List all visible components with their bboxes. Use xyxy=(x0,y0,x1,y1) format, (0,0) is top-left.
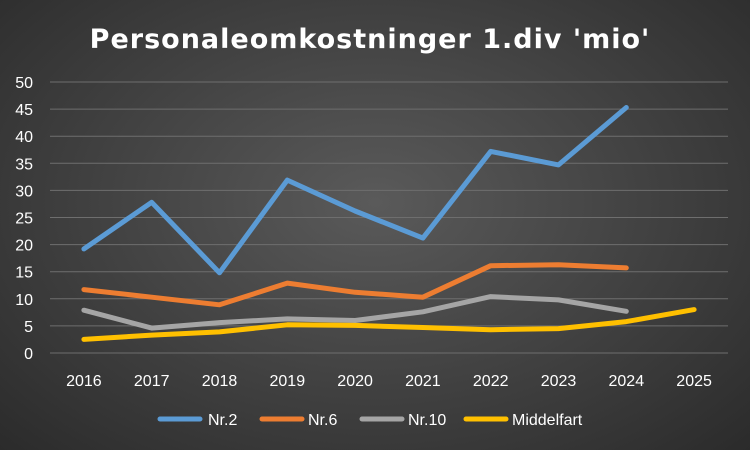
data-point-nr-10-2018 xyxy=(218,321,221,325)
y-tick-label: 5 xyxy=(24,319,33,336)
data-point-nr-2-2020 xyxy=(353,209,357,213)
legend: Nr.2 Nr.6 Nr.10 Middelfart xyxy=(157,412,583,429)
data-point-nr-10-2021 xyxy=(421,310,425,314)
data-point-nr-2-2023 xyxy=(557,163,560,167)
legend-label: Middelfart xyxy=(512,412,583,429)
data-point-middelfart-2020 xyxy=(353,323,357,327)
data-point-middelfart-2024 xyxy=(624,320,628,324)
y-tick-label: 45 xyxy=(15,102,33,119)
legend-item: Nr.2 xyxy=(157,412,237,429)
data-point-middelfart-2018 xyxy=(218,330,221,334)
data-point-nr-10-2024 xyxy=(624,309,628,313)
data-point-nr-6-2020 xyxy=(353,290,357,294)
data-point-nr-2-2018 xyxy=(218,271,221,275)
data-point-nr-2-2024 xyxy=(624,105,628,109)
data-point-nr-2-2021 xyxy=(421,236,425,240)
series-lines xyxy=(81,105,697,342)
data-point-nr-6-2016 xyxy=(82,288,86,292)
legend-label: Nr.2 xyxy=(208,412,237,429)
y-tick-label: 30 xyxy=(15,183,33,200)
legend-item: Middelfart xyxy=(463,412,583,429)
data-point-nr-10-2016 xyxy=(82,308,86,312)
data-point-nr-10-2019 xyxy=(285,317,289,321)
data-point-nr-6-2019 xyxy=(285,281,289,285)
y-tick-label: 0 xyxy=(24,346,33,363)
y-tick-label: 10 xyxy=(15,292,33,309)
legend-label: Nr.6 xyxy=(308,412,337,429)
x-tick-label: 2016 xyxy=(66,373,102,390)
y-axis-ticks: 0 5 10 15 20 25 30 35 40 45 50 xyxy=(15,75,33,363)
y-tick-label: 15 xyxy=(15,265,33,282)
y-tick-label: 50 xyxy=(15,75,33,92)
data-point-nr-10-2017 xyxy=(150,326,154,330)
data-point-nr-6-2024 xyxy=(624,266,628,270)
data-point-nr-2-2016 xyxy=(82,247,86,251)
data-point-middelfart-2025 xyxy=(692,308,696,312)
data-point-nr-6-2023 xyxy=(557,263,560,267)
data-point-nr-10-2020 xyxy=(353,318,357,322)
x-tick-label: 2021 xyxy=(405,373,441,390)
x-tick-label: 2017 xyxy=(134,373,170,390)
data-point-nr-6-2018 xyxy=(218,303,221,307)
y-tick-label: 25 xyxy=(15,211,33,228)
data-point-nr-6-2017 xyxy=(150,295,154,299)
x-tick-label: 2019 xyxy=(270,373,306,390)
data-point-middelfart-2021 xyxy=(421,326,425,330)
x-tick-label: 2020 xyxy=(337,373,373,390)
legend-item: Nr.6 xyxy=(259,412,337,429)
data-point-middelfart-2019 xyxy=(285,323,289,327)
data-point-middelfart-2016 xyxy=(82,337,86,341)
data-point-nr-6-2022 xyxy=(489,264,493,268)
y-tick-label: 35 xyxy=(15,156,33,173)
x-tick-label: 2025 xyxy=(676,373,712,390)
legend-item: Nr.10 xyxy=(359,412,446,429)
x-tick-label: 2022 xyxy=(473,373,509,390)
chart-title: Personaleomkostninger 1.div 'mio' xyxy=(90,24,651,55)
legend-label: Nr.10 xyxy=(408,412,446,429)
data-point-nr-10-2023 xyxy=(557,298,560,302)
data-point-nr-2-2019 xyxy=(285,178,289,182)
x-tick-label: 2018 xyxy=(202,373,238,390)
series-line-middelfart xyxy=(81,307,697,342)
data-point-nr-6-2021 xyxy=(421,295,425,299)
y-tick-label: 20 xyxy=(15,238,33,255)
x-tick-label: 2024 xyxy=(609,373,645,390)
x-tick-label: 2023 xyxy=(541,373,577,390)
data-point-nr-10-2022 xyxy=(489,295,493,299)
data-point-middelfart-2022 xyxy=(489,328,493,332)
x-axis-ticks: 2016 2017 2018 2019 2020 2021 2022 2023 2024 2025 xyxy=(66,373,712,390)
y-tick-label: 40 xyxy=(15,129,33,146)
data-point-middelfart-2017 xyxy=(150,333,154,337)
data-point-middelfart-2023 xyxy=(557,327,560,331)
data-point-nr-2-2017 xyxy=(150,200,154,204)
data-point-nr-2-2022 xyxy=(489,149,493,153)
